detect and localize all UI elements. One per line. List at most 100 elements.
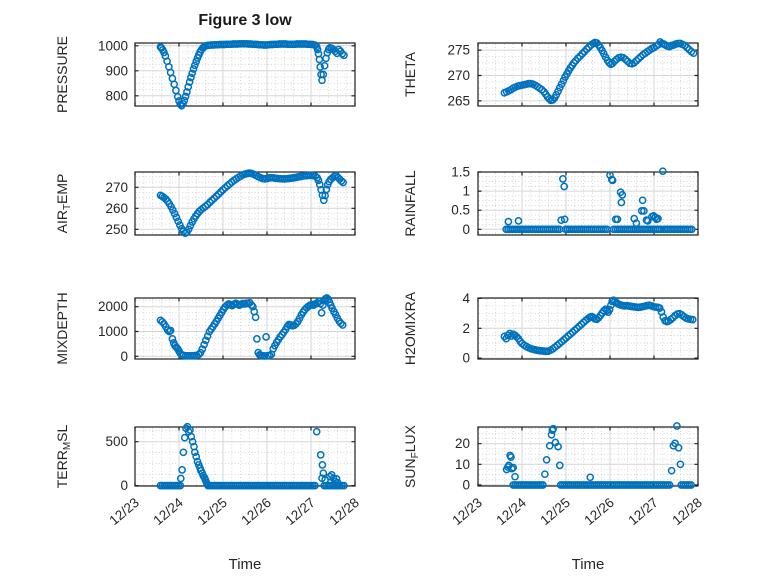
subplot-air_temp: 250 260 270 AIRTEMP — [54, 169, 356, 237]
data-point — [688, 315, 697, 324]
data-point — [555, 461, 564, 470]
minor-grid — [135, 43, 355, 106]
data-point — [192, 57, 201, 66]
data-point — [253, 335, 261, 343]
data-point — [578, 49, 587, 58]
data-point — [667, 466, 676, 475]
data-point — [542, 455, 551, 464]
data-point — [190, 61, 199, 70]
y-tick-labels: 0 2 4 — [462, 291, 470, 366]
y-tick-labels: 0 1000 2000 — [98, 299, 128, 364]
figure-title: Figure 3 low — [198, 12, 292, 29]
data-point — [669, 313, 677, 322]
data-point — [173, 92, 182, 101]
major-grid — [135, 298, 355, 359]
y-tick-label: 20 — [455, 436, 470, 451]
data-point — [189, 65, 198, 73]
x-tick-label: 12/27 — [625, 495, 661, 528]
subplot-mixdepth: 0 1000 2000 MIXDEPTH — [54, 292, 356, 365]
data-point — [586, 473, 595, 482]
data-series-pressure — [156, 39, 348, 110]
data-point — [311, 481, 319, 490]
data-point — [166, 326, 175, 335]
data-point — [514, 217, 523, 225]
axes-box — [477, 297, 699, 360]
data-point — [554, 87, 562, 96]
major-grid — [135, 427, 355, 487]
minor-grid — [478, 427, 698, 486]
data-point — [216, 188, 225, 196]
data-point — [203, 332, 212, 341]
axes-box — [134, 297, 356, 360]
subplot-theta: 265 270 275 THETA — [402, 38, 699, 108]
axis-ticks — [477, 427, 699, 486]
axes-box — [134, 426, 356, 487]
x-tick-labels: 12/23 12/24 12/25 12/26 12/27 12/28 — [449, 495, 705, 529]
data-point — [313, 45, 322, 54]
data-point — [632, 219, 641, 228]
data-point — [187, 73, 195, 82]
data-point — [340, 51, 348, 60]
data-point — [192, 452, 201, 461]
data-point — [320, 61, 329, 70]
y-tick-label: 265 — [447, 93, 470, 108]
data-point — [654, 214, 662, 223]
data-point — [318, 461, 327, 469]
data-point — [176, 481, 185, 490]
data-point — [541, 470, 549, 479]
x-axis-label-left: Time — [228, 556, 262, 573]
x-tick-label: 12/28 — [326, 495, 362, 528]
y-tick-label: 1000 — [98, 38, 128, 53]
data-point — [180, 96, 189, 105]
data-point — [174, 217, 182, 226]
data-point — [560, 215, 569, 224]
data-point — [314, 176, 323, 185]
data-point — [557, 216, 566, 224]
x-tick-labels: 12/23 12/24 12/25 12/26 12/27 12/28 — [106, 495, 362, 529]
data-point — [184, 83, 193, 91]
data-point — [198, 345, 207, 353]
data-point — [608, 176, 617, 185]
axes-box — [477, 426, 699, 487]
subplot-rainfall: 0 0.5 1 1.5 RAINFALL — [402, 165, 699, 237]
data-point — [333, 479, 342, 487]
y-tick-label: 0.5 — [451, 203, 470, 218]
data-point — [180, 433, 189, 442]
data-point — [339, 178, 347, 187]
data-point — [554, 442, 562, 451]
data-point — [689, 49, 698, 58]
data-point — [509, 463, 518, 472]
y-tick-label: 10 — [455, 457, 470, 472]
y-tick-label: 0 — [462, 222, 470, 237]
x-tick-label: 12/24 — [150, 495, 186, 529]
data-point — [203, 200, 212, 209]
minor-grid — [135, 427, 355, 486]
x-tick-label: 12/24 — [493, 495, 529, 529]
x-tick-label: 12/26 — [238, 495, 274, 528]
y-tick-labels: 0 10 20 — [455, 436, 470, 492]
data-series-terr_msl — [156, 422, 348, 490]
data-point — [188, 437, 197, 446]
y-tick-label: 500 — [105, 434, 128, 449]
major-grid — [478, 297, 698, 359]
data-point — [312, 427, 321, 436]
data-point — [674, 443, 683, 452]
y-tick-label: 800 — [105, 88, 128, 103]
x-tick-label: 12/25 — [194, 495, 230, 528]
data-point — [617, 198, 626, 207]
data-point — [319, 469, 328, 478]
data-point — [618, 191, 627, 199]
subplot-terr_msl: 0 500 12/23 12/24 12/25 12/26 12/27 12/28 TERRMS… — [54, 422, 362, 529]
x-tick-label: 12/25 — [537, 495, 573, 528]
data-point — [605, 305, 614, 314]
x-tick-label: 12/23 — [106, 495, 142, 528]
y-tick-label: 1 — [462, 184, 470, 199]
data-series-h2omixra — [500, 296, 697, 356]
data-point — [673, 422, 681, 430]
data-point — [608, 59, 617, 68]
major-grid — [135, 172, 355, 235]
data-point — [638, 196, 647, 205]
data-series-mixdepth — [156, 294, 347, 360]
y-tick-label: 0 — [462, 477, 470, 492]
data-point — [659, 313, 668, 321]
